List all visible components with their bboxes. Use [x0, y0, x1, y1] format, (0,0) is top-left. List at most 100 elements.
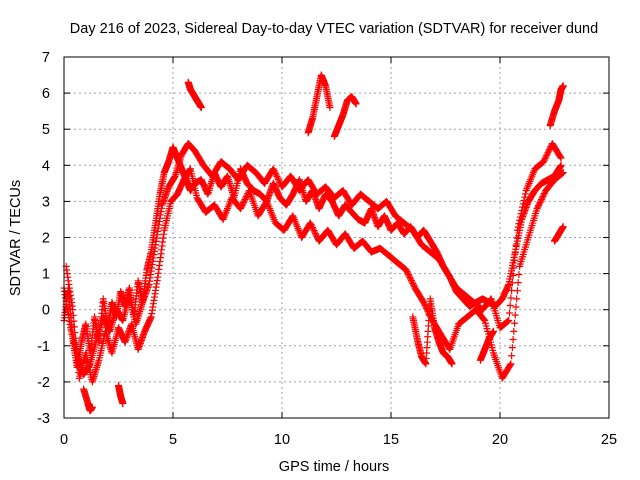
data-point	[511, 249, 519, 257]
data-point	[274, 175, 282, 183]
data-point	[513, 234, 521, 242]
data-point	[543, 150, 551, 158]
data-point	[275, 177, 283, 185]
data-point	[271, 169, 279, 177]
chart-title: Day 216 of 2023, Sidereal Day-to-day VTE…	[70, 21, 598, 37]
data-point	[269, 165, 277, 173]
x-tick-label: 10	[274, 432, 290, 448]
data-point	[326, 104, 334, 112]
data-point	[310, 227, 318, 235]
data-point	[557, 154, 565, 162]
data-point	[559, 223, 567, 231]
data-point	[352, 100, 360, 108]
data-point	[559, 169, 567, 177]
data-point	[509, 271, 517, 279]
data-point	[540, 191, 548, 199]
data-point	[238, 202, 246, 210]
data-point	[510, 264, 518, 272]
data-point	[521, 190, 529, 198]
data-point	[197, 104, 205, 112]
data-point	[556, 153, 564, 161]
data-point	[420, 298, 428, 306]
data-point	[538, 194, 546, 202]
data-point	[308, 222, 316, 230]
data-point	[119, 400, 127, 408]
data-point	[422, 303, 430, 311]
data-point	[512, 303, 520, 311]
data-point	[545, 147, 553, 155]
data-point	[519, 200, 527, 208]
data-point	[508, 352, 516, 360]
data-point	[514, 279, 522, 287]
data-point	[511, 311, 519, 319]
data-point	[407, 275, 415, 283]
y-tick-label: 2	[42, 231, 50, 247]
data-point	[239, 199, 247, 207]
data-point	[421, 301, 429, 309]
data-point	[239, 200, 247, 208]
y-tick-label: 1	[42, 267, 50, 283]
data-point	[519, 203, 527, 211]
data-point	[509, 335, 517, 343]
data-point	[408, 278, 416, 286]
data-point	[515, 271, 523, 279]
y-tick-label: 4	[42, 158, 50, 174]
tick-labels: 0 5 10 15 20 25 -3 -2 -1 0 1 2 3 4 5 6 7	[37, 50, 617, 448]
data-point	[274, 174, 282, 182]
data-point	[242, 194, 250, 202]
data-point	[240, 197, 248, 205]
data-points	[60, 71, 567, 415]
data-point	[508, 344, 516, 352]
data-point	[511, 256, 519, 264]
data-point	[505, 309, 513, 317]
data-point	[402, 266, 410, 274]
data-point	[237, 205, 245, 213]
data-point	[309, 225, 317, 233]
y-tick-label: 7	[42, 50, 50, 66]
y-axis-label: SDTVAR / TECUs	[8, 180, 24, 296]
data-point	[487, 296, 495, 304]
y-tick-label: -2	[37, 375, 50, 391]
data-point	[511, 319, 519, 327]
data-point	[241, 196, 249, 204]
y-tick-label: -1	[37, 339, 50, 355]
data-point	[520, 196, 528, 204]
data-point	[480, 316, 488, 324]
x-tick-label: 20	[492, 432, 508, 448]
x-tick-label: 15	[383, 432, 399, 448]
data-point	[513, 226, 521, 234]
data-point	[535, 202, 543, 210]
data-point	[513, 295, 521, 303]
data-point	[409, 280, 417, 288]
x-tick-label: 25	[601, 432, 617, 448]
data-point	[503, 318, 511, 326]
data-point	[237, 203, 245, 211]
data-point	[311, 230, 319, 238]
data-point	[543, 152, 551, 160]
y-tick-label: 3	[42, 194, 50, 210]
data-point	[270, 166, 278, 174]
data-point	[521, 193, 529, 201]
data-point	[533, 205, 541, 213]
data-point	[306, 219, 314, 227]
y-tick-label: 5	[42, 122, 50, 138]
plot-frame	[63, 56, 610, 419]
data-point	[88, 403, 96, 411]
data-point	[405, 272, 413, 280]
y-tick-label: 6	[42, 86, 50, 102]
data-point	[557, 161, 565, 169]
x-axis-label: GPS time / hours	[279, 459, 389, 475]
data-point	[514, 223, 522, 231]
data-point	[311, 228, 319, 236]
data-point	[307, 221, 315, 229]
data-point	[536, 199, 544, 207]
data-point	[541, 155, 549, 163]
data-point	[512, 241, 520, 249]
data-point	[545, 146, 553, 154]
data-point	[544, 149, 552, 157]
data-point	[516, 216, 524, 224]
data-point	[407, 277, 415, 285]
data-point	[506, 301, 514, 309]
data-point	[516, 213, 524, 221]
